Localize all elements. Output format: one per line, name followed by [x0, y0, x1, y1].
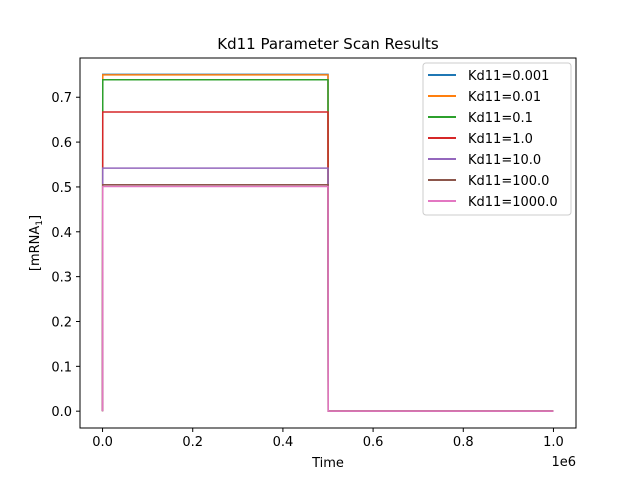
x-tick-label: 1.0: [543, 435, 564, 450]
plot-frame: [79, 57, 577, 429]
plot-lines: [101, 73, 554, 412]
x-tick-label: 0.6: [363, 435, 384, 450]
legend-label: Kd11=0.1: [468, 111, 533, 126]
y-axis-label: [mRNA1]: [28, 215, 45, 271]
y-tick-label: 0.4: [51, 226, 72, 241]
legend-label: Kd11=1.0: [468, 132, 533, 147]
y-tick-label: 0.2: [51, 315, 72, 330]
legend-label: Kd11=10.0: [468, 153, 541, 168]
legend: Kd11=0.001 Kd11=0.01 Kd11=0.1 Kd11=1.0 Kd11=…: [422, 62, 572, 216]
x-tick-label: 0.8: [453, 435, 474, 450]
chart-title: Kd11 Parameter Scan Results: [217, 35, 439, 53]
y-tick-label: 0.0: [51, 405, 72, 420]
y-tick-label: 0.7: [51, 91, 72, 106]
y-tick-label: 0.1: [51, 360, 72, 375]
legend-frame: [422, 62, 572, 216]
x-tick-label: 0.0: [92, 435, 113, 450]
x-tick-label: 0.2: [182, 435, 203, 450]
legend-label: Kd11=0.001: [468, 69, 549, 84]
x-tick-label: 0.4: [273, 435, 294, 450]
y-axis-ticks: 0.0 0.1 0.2 0.3 0.4 0.5 0.6 0.7: [51, 91, 80, 420]
legend-label: Kd11=0.01: [468, 90, 541, 105]
x-axis-ticks: 0.0 0.2 0.4 0.6 0.8 1.0: [92, 428, 564, 450]
legend-label: Kd11=100.0: [468, 174, 549, 189]
legend-label: Kd11=1000.0: [468, 195, 558, 210]
y-tick-label: 0.3: [51, 271, 72, 286]
series-line-6: [101, 185, 554, 412]
y-tick-label: 0.6: [51, 136, 72, 151]
y-tick-label: 0.5: [51, 181, 72, 196]
x-axis-label: Time: [311, 456, 344, 471]
x-axis-offset-label: 1e6: [551, 455, 576, 470]
